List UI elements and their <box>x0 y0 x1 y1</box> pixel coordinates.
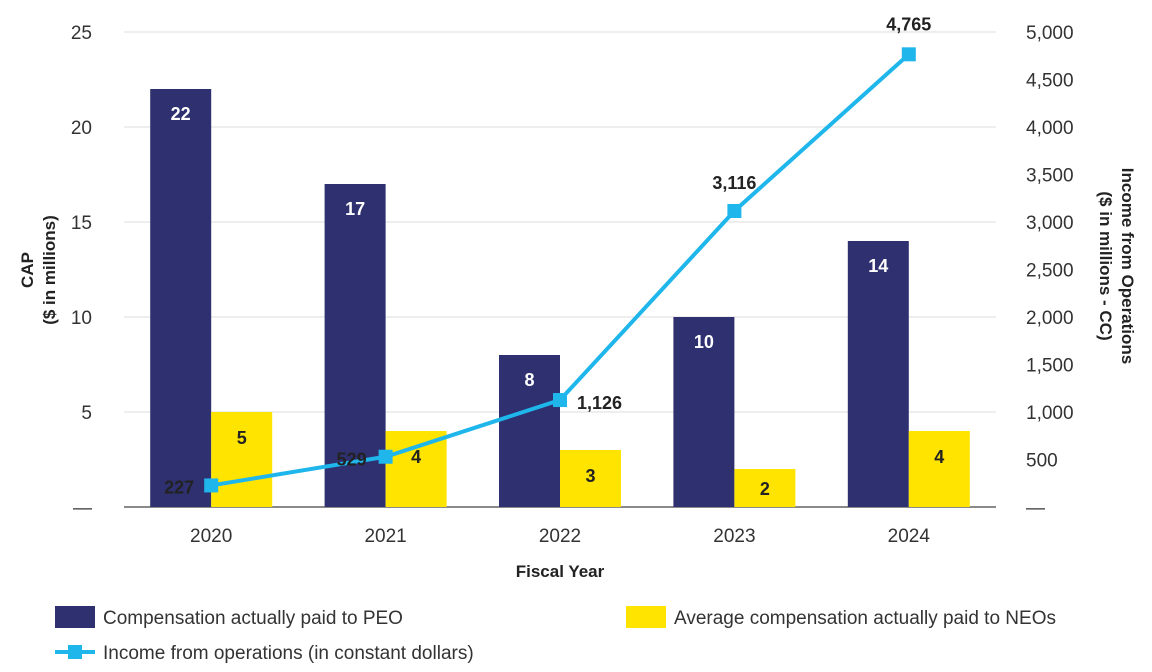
legend-peo-label: Compensation actually paid to PEO <box>103 608 403 629</box>
peo-bar-label: 10 <box>694 332 714 352</box>
y2-axis-title: Income from Operations($ in millions - C… <box>1096 168 1137 364</box>
y-tick-label: 5 <box>81 403 92 424</box>
income-data-label: 1,126 <box>577 393 622 413</box>
x-tick-label: 2022 <box>539 526 581 547</box>
y2-axis-title-line: Income from Operations <box>1118 168 1137 364</box>
y2-tick-label: 1,500 <box>1026 356 1074 377</box>
legend-neo-label: Average compensation actually paid to NE… <box>674 608 1056 629</box>
neo-bar <box>560 450 621 507</box>
neo-bar <box>385 431 447 507</box>
y2-axis-title-line: ($ in millions - CC) <box>1096 191 1115 340</box>
legend-income-label: Income from operations (in constant doll… <box>103 643 474 664</box>
y-tick-label: 20 <box>71 118 92 139</box>
peo-bar-label: 22 <box>171 104 191 124</box>
income-line: 227 529 1,126 3,116 4,765 <box>164 14 931 497</box>
peo-bar <box>673 317 735 507</box>
neo-bar <box>211 412 273 507</box>
neo-bar-label: 4 <box>934 447 944 467</box>
bars: 22 5 17 4 8 3 10 2 14 4 <box>150 89 970 507</box>
income-marker <box>378 449 393 464</box>
peo-bar <box>499 355 560 507</box>
y-tick-label: — <box>73 498 92 519</box>
y-axis-title: CAP ($ in millions) <box>18 215 59 325</box>
peo-bar <box>847 241 909 507</box>
y2-tick-label: 1,000 <box>1026 403 1074 424</box>
neo-bar <box>908 431 970 507</box>
y-axis-title-line: CAP <box>18 252 37 288</box>
y-tick-label: 10 <box>71 308 92 329</box>
peo-bar <box>150 89 212 507</box>
neo-bar <box>734 469 796 507</box>
legend-neo-swatch <box>626 606 666 628</box>
neo-bar-label: 3 <box>585 466 595 486</box>
x-tick-label: 2023 <box>713 526 755 547</box>
peo-bar <box>324 184 386 507</box>
axis-titles: Fiscal Year CAP ($ in millions) Income from… <box>18 168 1137 581</box>
income-data-label: 4,765 <box>886 14 931 34</box>
y2-tick-label: 2,500 <box>1026 261 1074 282</box>
income-marker <box>553 393 567 408</box>
x-tick-label: 2020 <box>190 526 232 547</box>
x-axis-title: Fiscal Year <box>516 562 605 581</box>
income-data-label: 227 <box>164 477 194 497</box>
neo-bar-label: 4 <box>411 447 421 467</box>
y2-tick-label: — <box>1026 498 1045 519</box>
peo-bar-label: 8 <box>524 370 534 390</box>
legend: Compensation actually paid to PEO Average… <box>55 606 1056 664</box>
right-axis-ticks: — 500 1,000 1,500 2,000 2,500 3,000 3,500 4,000 4… <box>1026 23 1074 519</box>
y2-tick-label: 5,000 <box>1026 23 1074 44</box>
legend-peo-swatch <box>55 606 95 628</box>
x-tick-label: 2024 <box>888 526 931 547</box>
y-tick-label: 25 <box>71 23 92 44</box>
neo-bar-label: 5 <box>237 428 247 448</box>
income-marker <box>901 47 916 62</box>
y2-tick-label: 4,000 <box>1026 118 1074 139</box>
y-axis-title-line: ($ in millions) <box>40 215 59 325</box>
peo-bar-label: 14 <box>868 256 888 276</box>
left-axis-ticks: — 5 10 15 20 25 <box>71 23 92 519</box>
y2-tick-label: 4,500 <box>1026 71 1074 92</box>
y2-tick-label: 2,000 <box>1026 308 1074 329</box>
y-tick-label: 15 <box>71 213 92 234</box>
income-marker <box>204 478 219 493</box>
x-tick-label: 2021 <box>364 526 406 547</box>
peo-bar-label: 17 <box>345 199 365 219</box>
y2-tick-label: 500 <box>1026 451 1058 472</box>
y2-tick-label: 3,500 <box>1026 166 1074 187</box>
y2-tick-label: 3,000 <box>1026 213 1074 234</box>
income-data-label: 529 <box>337 450 367 470</box>
legend-income-marker <box>68 645 82 659</box>
income-marker <box>727 203 742 218</box>
income-data-label: 3,116 <box>712 173 756 193</box>
x-axis-ticks: 2020 2021 2022 2023 2024 <box>190 526 930 547</box>
neo-bar-label: 2 <box>760 479 770 499</box>
